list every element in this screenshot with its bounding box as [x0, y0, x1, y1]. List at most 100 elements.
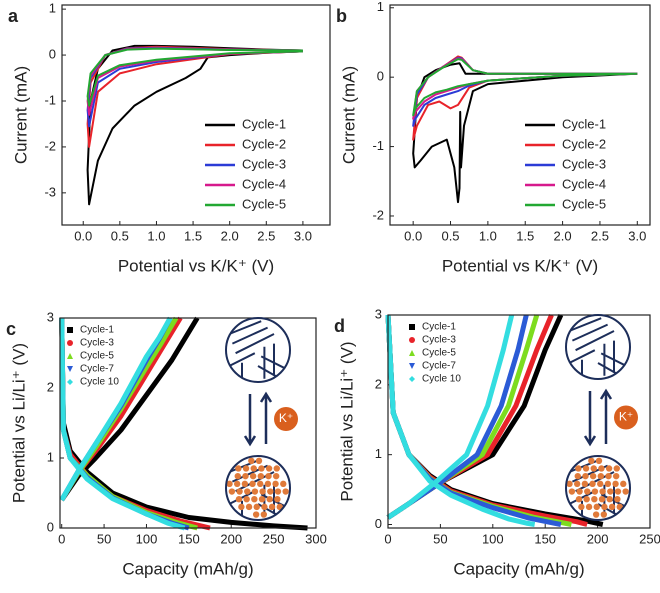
x-axis-label: Potential vs K/K⁺ (V) [118, 256, 274, 275]
k-ion [234, 472, 241, 480]
x-tick-label: 0.0 [404, 228, 422, 243]
legend-label: Cycle 10 [422, 374, 461, 385]
legend-label: Cycle-7 [80, 364, 114, 375]
y-tick-label: 1 [377, 0, 384, 14]
k-ion [597, 480, 604, 488]
y-axis-label: Current (mA) [11, 66, 30, 164]
legend-label: Cycle-2 [562, 136, 606, 151]
k-ion [600, 511, 608, 518]
k-ion [236, 488, 243, 495]
k-ion [264, 480, 272, 488]
y-tick-label: 1 [375, 446, 382, 461]
series-line [59, 316, 186, 531]
legend-label: Cycle-5 [562, 196, 606, 211]
k-ion [243, 496, 250, 503]
k-ion [606, 496, 613, 503]
k-ion [241, 480, 249, 488]
ion-badge [614, 405, 638, 430]
x-tick-label: 200 [587, 531, 609, 546]
x-tick-label: 0.5 [111, 228, 129, 243]
legend-label: Cycle-5 [80, 351, 114, 362]
x-tick-label: 100 [482, 531, 504, 546]
arrow-down [243, 394, 257, 447]
k-ion [591, 488, 599, 495]
k-ion [251, 496, 258, 503]
legend-marker [67, 366, 73, 372]
legend-marker [67, 353, 73, 359]
legend-label: Cycle-4 [242, 176, 286, 191]
k-ion [257, 472, 265, 480]
layer [568, 490, 596, 505]
k-ion [613, 465, 620, 472]
k-ion [614, 496, 621, 503]
k-ion [274, 488, 282, 495]
inset-border [225, 317, 291, 383]
k-ion [607, 488, 614, 495]
k-ion [245, 503, 253, 511]
x-tick-label: 250 [263, 531, 285, 546]
inset-lines [566, 456, 630, 520]
y-axis-label: Current (mA) [339, 66, 358, 164]
x-tick-label: 250 [639, 531, 660, 546]
legend-marker [67, 340, 73, 346]
inset-schematic [225, 455, 291, 521]
y-tick-label: 2 [375, 376, 382, 391]
k-ion [589, 480, 596, 488]
k-ion [258, 496, 266, 503]
k-ion [578, 503, 585, 511]
plot-frame [61, 4, 331, 226]
y-tick-label: 0 [377, 69, 384, 84]
k-ion [597, 472, 605, 480]
k-ion [608, 503, 616, 511]
inset-schematic [565, 314, 631, 380]
k-ion [252, 511, 260, 518]
layer [228, 352, 256, 367]
inset-schematic [225, 317, 291, 383]
ion-label: K⁺ [279, 411, 293, 425]
k-ion [253, 503, 260, 511]
series-line [385, 314, 562, 527]
inset-border [565, 314, 631, 380]
x-tick-label: 0.5 [441, 228, 459, 243]
k-ion [249, 480, 256, 488]
panel-label: c [6, 319, 16, 339]
x-tick-label: 300 [305, 531, 327, 546]
plot-frame [387, 314, 651, 529]
layer [228, 490, 256, 505]
x-tick-label: 2.5 [591, 228, 609, 243]
ion-label: K⁺ [619, 410, 633, 424]
k-ion [260, 511, 268, 518]
k-ion [589, 472, 597, 480]
k-ion [266, 496, 273, 503]
legend-label: Cycle-1 [422, 322, 456, 333]
k-ion [242, 465, 250, 472]
series-line [86, 44, 303, 206]
k-ion [280, 480, 287, 488]
x-tick-label: 0 [58, 531, 65, 546]
k-ion [582, 472, 589, 480]
legend-label: Cycle-7 [422, 361, 456, 372]
k-ion [612, 480, 619, 488]
y-tick-label: 1 [49, 1, 56, 16]
k-ion [599, 488, 606, 495]
k-ion [228, 488, 236, 495]
x-tick-label: 2.0 [221, 228, 239, 243]
inset-border [565, 455, 631, 521]
k-ion [605, 465, 613, 472]
layer [231, 326, 269, 345]
x-tick-label: 2.0 [554, 228, 572, 243]
k-ion [595, 457, 603, 464]
k-ion [272, 472, 280, 480]
legend-label: Cycle-4 [562, 176, 606, 191]
layer [235, 333, 275, 355]
k-ion [588, 457, 595, 464]
x-tick-label: 3.0 [628, 228, 646, 243]
legend-marker [409, 350, 415, 356]
k-ion [265, 472, 272, 480]
k-ion [591, 496, 598, 503]
k-ion [257, 480, 264, 488]
x-axis-label: Potential vs K/K⁺ (V) [442, 256, 598, 275]
y-tick-label: 2 [47, 379, 54, 394]
k-ion [590, 465, 597, 472]
x-tick-label: 0 [384, 531, 391, 546]
